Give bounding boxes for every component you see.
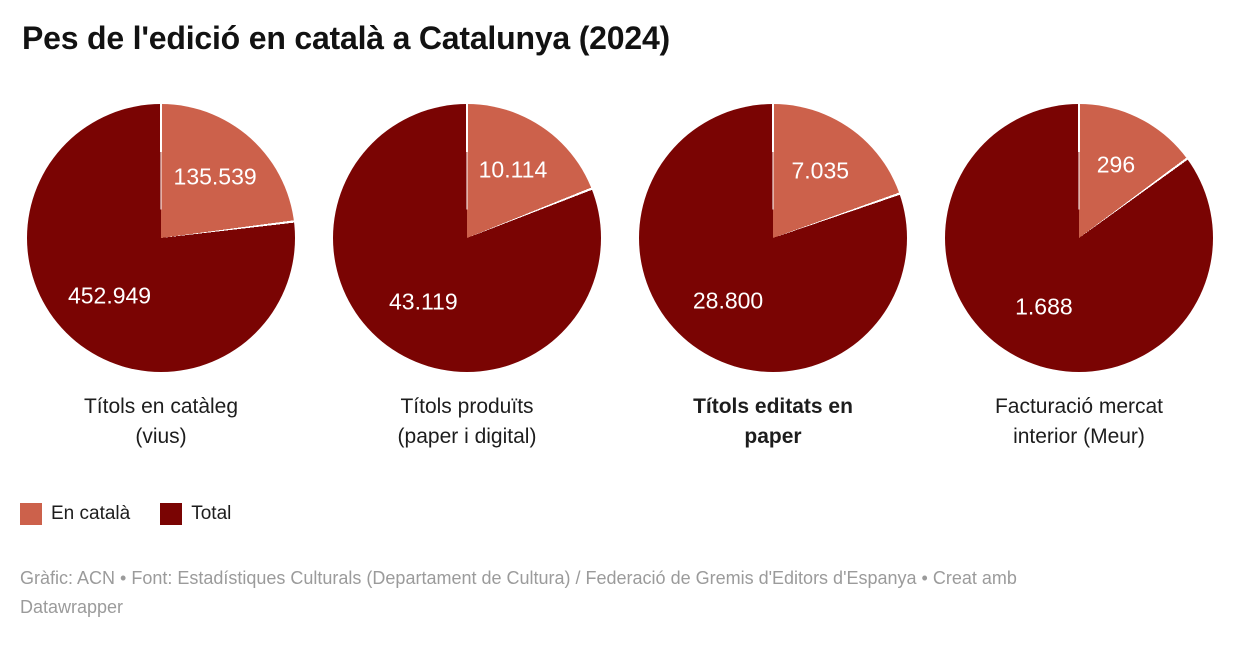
pie-category-label: Títols en catàleg (vius): [83, 395, 239, 448]
legend-item-en-catala: En català: [20, 503, 130, 525]
pie-value-total: 28.800: [692, 287, 764, 314]
pie-group-titols-editats: 7.035 28.800 Títols editats en paper: [620, 104, 926, 452]
pie-value-en-catala: 135.539: [173, 163, 257, 190]
pie-titols-produits: 10.114 43.119: [333, 104, 601, 372]
pie-value-total: 452.949: [67, 282, 152, 309]
legend: En català Total: [20, 503, 231, 525]
pie-titols-editats: 7.035 28.800: [639, 104, 907, 372]
footer-line-1: Gràfic: ACN • Font: Estadístiques Cultur…: [20, 568, 1017, 588]
pie-category-label: Facturació mercat interior (Meur): [994, 395, 1164, 448]
pie-group-titols-cataleg: 135.539 452.949 Títols en catàleg (vius): [8, 104, 314, 452]
pie-value-en-catala: 10.114: [478, 156, 548, 183]
pie-group-titols-produits: 10.114 43.119 Títols produïts (paper i d…: [314, 104, 620, 452]
pie-category-label: Títols produïts (paper i digital): [397, 395, 537, 448]
pie-value-total: 1.688: [1015, 293, 1073, 320]
legend-label: En català: [51, 503, 131, 524]
footer-line-2: Datawrapper: [20, 597, 124, 617]
legend-label: Total: [191, 503, 232, 524]
pie-value-en-catala: 7.035: [791, 157, 850, 184]
pie-group-facturacio: 296 1.688 Facturació mercat interior (Me…: [926, 104, 1232, 452]
pie-value-total: 43.119: [388, 288, 458, 315]
pie-charts-row: 135.539 452.949 Títols en catàleg (vius)…: [8, 104, 1232, 452]
legend-item-total: Total: [160, 503, 231, 525]
pie-facturacio: 296 1.688: [945, 104, 1213, 372]
legend-swatch-total: [160, 503, 183, 525]
legend-swatch-en-catala: [20, 503, 42, 525]
chart-title: Pes de l'edició en català a Catalunya (2…: [22, 20, 670, 56]
pie-category-label: Títols editats en paper: [693, 395, 853, 448]
pie-value-en-catala: 296: [1096, 151, 1136, 178]
pie-titols-cataleg: 135.539 452.949: [27, 104, 295, 372]
footer-attribution: Gràfic: ACN • Font: Estadístiques Cultur…: [20, 564, 1220, 622]
